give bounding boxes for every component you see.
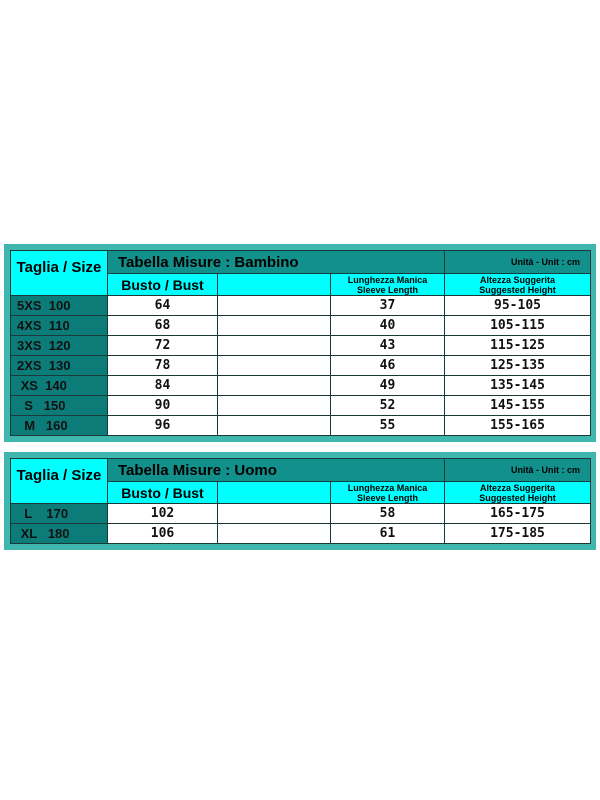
height-cell: 135-145	[444, 375, 592, 396]
blank-cell	[217, 355, 331, 376]
blank-cell	[217, 335, 331, 356]
bust-cell: 84	[107, 375, 218, 396]
blank-cell	[217, 395, 331, 416]
height-cell: 175-185	[444, 523, 591, 544]
bust-cell: 64	[107, 295, 218, 316]
table-row: S 150 90 52 145-155	[10, 395, 592, 416]
bust-header: Busto / Bust	[107, 481, 218, 504]
bust-cell: 72	[107, 335, 218, 356]
kids-size-table-frame: Taglia / Size Tabella Misure : Bambino U…	[4, 244, 596, 442]
table-row: 4XS 110 68 40 105-115	[10, 315, 592, 336]
sleeve-header-it: Lunghezza Manica	[347, 482, 428, 493]
size-cell: M 160	[10, 415, 108, 436]
blank-header	[217, 481, 331, 504]
height-header: Altezza Suggerita Suggested Height	[444, 481, 591, 504]
bust-cell: 106	[107, 523, 218, 544]
bust-cell: 78	[107, 355, 218, 376]
table-row: 2XS 130 78 46 125-135	[10, 355, 592, 376]
table-row: 3XS 120 72 43 115-125	[10, 335, 592, 356]
blank-cell	[217, 375, 331, 396]
height-header-it: Altezza Suggerita	[479, 482, 555, 493]
size-cell: 4XS 110	[10, 315, 108, 336]
height-cell: 125-135	[444, 355, 592, 376]
height-cell: 165-175	[444, 503, 591, 524]
height-header-it: Altezza Suggerita	[480, 274, 556, 285]
bust-cell: 68	[107, 315, 218, 336]
sleeve-cell: 40	[329, 315, 446, 336]
height-cell: 155-165	[444, 415, 592, 436]
table-row: XL 180 106 61 175-185	[10, 523, 591, 544]
bust-header: Busto / Bust	[107, 273, 218, 296]
table-row: M 160 96 55 155-165	[10, 415, 592, 436]
table-title: Tabella Misure : Uomo	[107, 458, 445, 482]
bust-cell: 90	[107, 395, 218, 416]
table-row: 5XS 100 64 37 95-105	[10, 295, 592, 316]
height-header-en: Suggested Height	[479, 284, 556, 295]
size-header: Taglia / Size	[10, 458, 108, 504]
size-cell: 5XS 100	[10, 295, 108, 316]
size-cell: XS 140	[10, 375, 108, 396]
sleeve-header: Lunghezza Manica Sleeve Length	[330, 481, 445, 504]
sleeve-cell: 46	[329, 355, 446, 376]
sleeve-cell: 58	[330, 503, 445, 524]
size-cell: 3XS 120	[10, 335, 108, 356]
sleeve-header-en: Sleeve Length	[356, 284, 419, 295]
sleeve-header: Lunghezza Manica Sleeve Length	[329, 273, 446, 296]
unit-label: Unità - Unit : cm	[444, 250, 592, 274]
sleeve-cell: 61	[330, 523, 445, 544]
height-cell: 145-155	[444, 395, 592, 416]
blank-header	[217, 273, 331, 296]
bust-cell: 96	[107, 415, 218, 436]
size-header: Taglia / Size	[10, 250, 108, 296]
height-header-en: Suggested Height	[479, 492, 556, 503]
sleeve-cell: 37	[329, 295, 446, 316]
sleeve-header-it: Lunghezza Manica	[347, 274, 428, 285]
blank-cell	[217, 523, 331, 544]
size-cell: S 150	[10, 395, 108, 416]
size-cell: XL 180	[10, 523, 108, 544]
sleeve-cell: 55	[329, 415, 446, 436]
table-title: Tabella Misure : Bambino	[106, 250, 446, 274]
size-cell: L 170	[10, 503, 108, 524]
blank-cell	[217, 315, 331, 336]
sleeve-cell: 43	[329, 335, 446, 356]
sleeve-cell: 49	[329, 375, 446, 396]
size-cell: 2XS 130	[10, 355, 108, 376]
blank-cell	[217, 415, 331, 436]
men-size-table-frame: Taglia / Size Tabella Misure : Uomo Unit…	[4, 452, 596, 550]
table-row: L 170 102 58 165-175	[10, 503, 591, 524]
size-table: Taglia / Size Tabella Misure : Bambino U…	[10, 250, 592, 436]
height-header: Altezza Suggerita Suggested Height	[444, 273, 592, 296]
blank-cell	[217, 503, 331, 524]
blank-cell	[217, 295, 331, 316]
height-cell: 105-115	[444, 315, 592, 336]
unit-label: Unità - Unit : cm	[444, 458, 591, 482]
table-row: XS 140 84 49 135-145	[10, 375, 592, 396]
bust-cell: 102	[107, 503, 218, 524]
height-cell: 115-125	[444, 335, 592, 356]
sleeve-header-en: Sleeve Length	[356, 492, 419, 503]
size-table: Taglia / Size Tabella Misure : Uomo Unit…	[10, 458, 591, 544]
height-cell: 95-105	[444, 295, 592, 316]
sleeve-cell: 52	[329, 395, 446, 416]
